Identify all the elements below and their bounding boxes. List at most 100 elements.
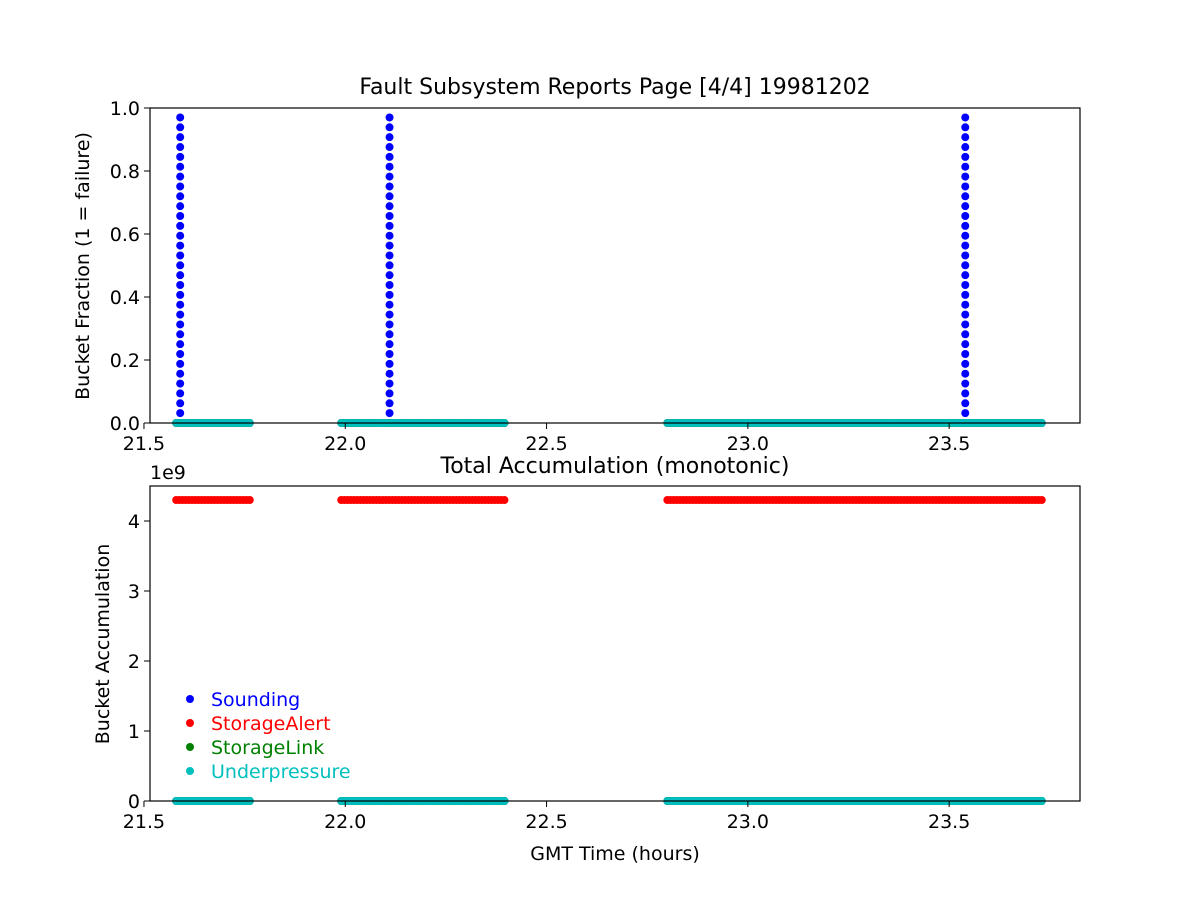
data-point [176, 133, 185, 142]
legend-marker [186, 743, 194, 751]
data-point [176, 300, 185, 309]
data-point [385, 330, 394, 339]
data-point [961, 162, 970, 171]
data-point [176, 192, 185, 201]
data-point [176, 389, 185, 398]
data-point [961, 300, 970, 309]
data-point [176, 350, 185, 358]
data-point [385, 192, 394, 201]
legend-marker [186, 719, 194, 727]
data-point [961, 231, 970, 240]
y-tick-label: 0.4 [110, 287, 140, 309]
data-point [385, 133, 394, 142]
x-tick-label: 23.0 [727, 433, 769, 455]
data-point [961, 212, 970, 221]
data-point [385, 123, 394, 132]
data-point [176, 271, 185, 280]
legend-marker [186, 695, 194, 703]
x-axis-label: GMT Time (hours) [530, 843, 700, 865]
data-point [385, 340, 394, 349]
plot-frame [149, 107, 1081, 424]
data-point [385, 113, 394, 122]
data-point [176, 281, 185, 290]
data-point [385, 212, 394, 221]
data-point [961, 320, 970, 329]
y-axis-label: Bucket Accumulation [92, 544, 114, 745]
data-point [176, 379, 185, 388]
data-point [961, 113, 970, 122]
legend: SoundingStorageAlertStorageLinkUnderpres… [186, 689, 351, 783]
data-point [961, 290, 970, 299]
series-underpressure [172, 419, 1046, 427]
legend-label: StorageLink [211, 737, 324, 759]
offset-label: 1e9 [150, 462, 186, 484]
data-point [961, 182, 970, 191]
data-point [176, 212, 185, 221]
y-tick-label: 1.0 [110, 98, 140, 120]
data-point [385, 172, 394, 181]
x-tick-label: 22.0 [324, 811, 366, 833]
y-tick-label: 0.8 [110, 161, 140, 183]
y-tick-label: 0 [128, 791, 140, 813]
data-point [961, 271, 970, 280]
data-point [176, 409, 185, 418]
y-axis-label: Bucket Fraction (1 = failure) [72, 132, 94, 400]
data-point [176, 359, 185, 368]
data-point [176, 231, 185, 240]
y-tick-label: 0.6 [110, 224, 140, 246]
chart-title: Total Accumulation (monotonic) [440, 454, 790, 479]
data-point [176, 162, 185, 171]
data-point [385, 320, 394, 329]
data-point [176, 123, 185, 132]
data-point [1037, 496, 1046, 504]
y-tick-label: 2 [128, 651, 140, 673]
data-point [176, 152, 185, 161]
data-point [385, 251, 394, 260]
data-point [176, 251, 185, 260]
plot-frame [149, 485, 1081, 802]
data-point [176, 172, 185, 181]
data-point [176, 320, 185, 329]
data-point [961, 221, 970, 230]
data-point [961, 152, 970, 161]
data-point [961, 379, 970, 388]
chart-title: Fault Subsystem Reports Page [4/4] 19981… [359, 75, 870, 100]
data-point [385, 379, 394, 388]
data-point [385, 152, 394, 161]
data-point [961, 251, 970, 260]
data-point [385, 271, 394, 280]
data-point [385, 143, 394, 152]
y-tick-label: 0.2 [110, 350, 140, 372]
x-tick-label: 22.5 [525, 433, 567, 455]
data-point [961, 409, 970, 418]
data-point [500, 496, 509, 504]
data-point [385, 281, 394, 290]
fault-reports-chart: Fault Subsystem Reports Page [4/4] 19981… [72, 75, 1081, 455]
data-point [961, 261, 970, 270]
data-point [176, 310, 185, 319]
y-tick-label: 3 [128, 581, 140, 603]
data-point [176, 340, 185, 349]
data-point [176, 241, 185, 250]
data-point [961, 172, 970, 181]
x-tick-label: 21.5 [123, 811, 165, 833]
series-storagealert [172, 496, 1046, 504]
data-point [385, 359, 394, 368]
y-tick-label: 0.0 [110, 413, 140, 435]
data-point [961, 202, 970, 211]
data-point [176, 202, 185, 211]
data-point [961, 143, 970, 152]
data-point [385, 350, 394, 358]
data-point [385, 290, 394, 299]
series-sounding [176, 113, 970, 427]
data-point [245, 496, 254, 504]
data-point [176, 330, 185, 339]
data-point [385, 389, 394, 398]
legend-label: Sounding [211, 689, 300, 711]
legend-marker [186, 767, 194, 775]
data-point [961, 241, 970, 250]
x-tick-label: 22.5 [525, 811, 567, 833]
data-point [176, 143, 185, 152]
